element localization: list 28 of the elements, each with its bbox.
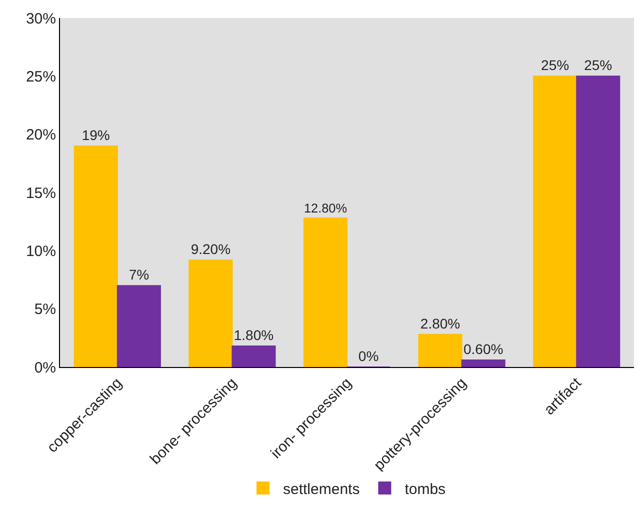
bar xyxy=(188,259,233,367)
data-label: 2.80% xyxy=(420,315,460,332)
y-tick-label: 10% xyxy=(26,242,56,260)
legend-label: tombs xyxy=(404,480,446,498)
y-tick-label: 25% xyxy=(26,68,56,86)
data-label: 1.80% xyxy=(234,327,274,344)
bar xyxy=(461,360,506,367)
bar xyxy=(303,218,348,367)
data-label: 19% xyxy=(82,126,110,143)
data-label: 9.20% xyxy=(190,240,231,257)
data-label: 0% xyxy=(358,348,379,364)
bar xyxy=(116,285,161,367)
y-tick-label: 20% xyxy=(26,126,56,144)
y-tick-label: 15% xyxy=(26,184,56,202)
data-label: 25% xyxy=(541,57,570,74)
bar xyxy=(418,334,462,367)
bar xyxy=(576,76,620,367)
y-tick-label: 5% xyxy=(34,301,56,318)
y-tick-label: 0% xyxy=(34,359,56,376)
data-label: 12.80% xyxy=(304,201,347,216)
y-tick-label: 30% xyxy=(26,10,56,28)
data-label: 7% xyxy=(128,266,150,283)
bar xyxy=(74,145,118,367)
legend-label: settlements xyxy=(283,480,360,498)
bar xyxy=(533,76,578,367)
bar xyxy=(232,346,276,367)
data-label: 25% xyxy=(584,57,612,74)
data-label: 0.60% xyxy=(463,341,504,358)
